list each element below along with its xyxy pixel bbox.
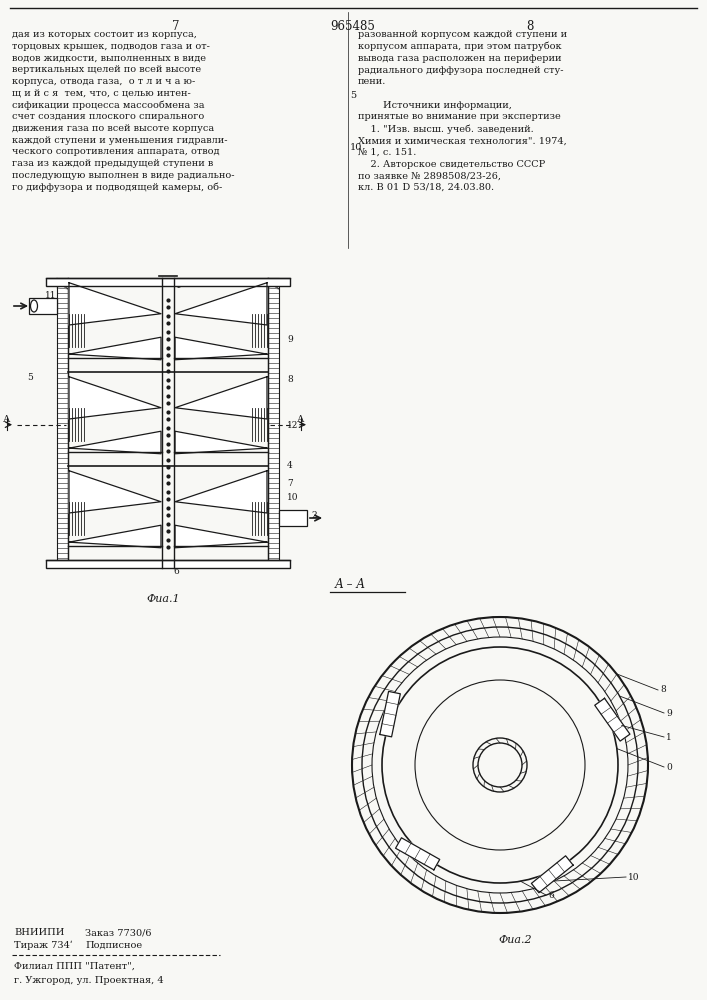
Text: 7: 7 [287, 479, 293, 488]
Bar [46, 560, 290, 568]
Text: дая из которых состоит из корпуса,
торцовых крышек, подводов газа и от-
водов жи: дая из которых состоит из корпуса, торцо… [12, 30, 235, 192]
Text: 8: 8 [526, 20, 534, 33]
Polygon shape [595, 698, 630, 741]
Text: Заказ 7730/6: Заказ 7730/6 [85, 928, 151, 937]
Text: 3: 3 [223, 304, 228, 312]
Bar [29, 298, 57, 314]
Text: Подписное: Подписное [85, 941, 142, 950]
Text: Фиа.2: Фиа.2 [498, 935, 532, 945]
Polygon shape [175, 471, 267, 513]
Polygon shape [380, 691, 400, 737]
Polygon shape [69, 283, 161, 325]
Polygon shape [532, 856, 573, 893]
Polygon shape [69, 431, 161, 454]
Polygon shape [69, 337, 161, 360]
Text: 11: 11 [45, 292, 57, 300]
Polygon shape [175, 525, 267, 548]
Text: 0: 0 [666, 762, 672, 772]
Text: 10: 10 [628, 872, 640, 882]
Text: 12: 12 [287, 422, 298, 430]
Polygon shape [175, 377, 267, 419]
Bar [279, 510, 307, 526]
Text: А: А [298, 415, 305, 424]
Bar [46, 278, 290, 286]
Polygon shape [69, 525, 161, 548]
Text: 5: 5 [350, 92, 356, 101]
Text: Тираж 734ʹ: Тираж 734ʹ [14, 941, 73, 950]
Ellipse shape [30, 300, 37, 312]
Polygon shape [69, 471, 161, 513]
Text: 10: 10 [350, 143, 363, 152]
Text: Филиал ППП "Патент",: Филиал ППП "Патент", [14, 962, 135, 971]
Polygon shape [175, 337, 267, 360]
Text: ВНИИПИ: ВНИИПИ [14, 928, 64, 937]
Bar [57, 278, 68, 560]
Bar [268, 278, 279, 560]
Polygon shape [395, 838, 440, 870]
Polygon shape [175, 283, 267, 325]
Text: 1: 1 [176, 282, 182, 290]
Text: 10: 10 [287, 493, 298, 502]
Text: 6: 6 [548, 890, 554, 900]
Text: 5: 5 [27, 373, 33, 382]
Text: А: А [4, 415, 11, 424]
Text: 8: 8 [287, 375, 293, 384]
Text: А – А: А – А [335, 578, 366, 591]
Text: 4: 4 [287, 462, 293, 471]
Text: разованной корпусом каждой ступени и
корпусом аппарата, при этом патрубок
вывода: разованной корпусом каждой ступени и кор… [358, 30, 567, 192]
Text: 8: 8 [660, 686, 666, 694]
Polygon shape [175, 431, 267, 454]
Text: 7: 7 [173, 20, 180, 33]
Text: Фиа.1: Фиа.1 [146, 594, 180, 604]
Polygon shape [69, 377, 161, 419]
Text: 9: 9 [666, 708, 672, 718]
Text: 1: 1 [666, 732, 672, 742]
Text: 965485: 965485 [331, 20, 375, 33]
Text: 2: 2 [311, 512, 317, 520]
Text: 6: 6 [173, 568, 179, 576]
Text: 9: 9 [287, 336, 293, 344]
Text: г. Ужгород, ул. Проектная, 4: г. Ужгород, ул. Проектная, 4 [14, 976, 163, 985]
